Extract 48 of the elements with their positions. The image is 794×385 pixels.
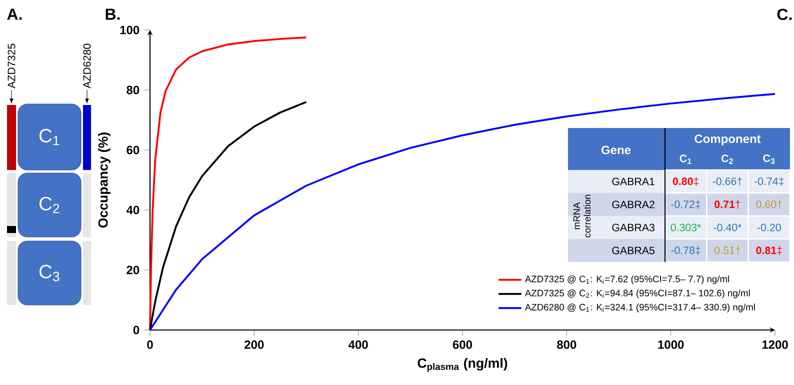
data-label: -0.66† [712, 177, 742, 186]
text: AZD7325 [8, 44, 16, 88]
annotation: Gene [601, 146, 631, 154]
y-tick-label: 100 [120, 26, 140, 34]
x-tick-label: C$_{2}$ [722, 154, 733, 164]
x-tick-label: 400 [348, 340, 368, 349]
y-tick-label: 20 [126, 266, 140, 274]
data-label: -0.72‡ [671, 200, 700, 209]
y-tick-label: 80 [126, 86, 140, 94]
chart-title: B. [106, 8, 120, 20]
data-label: 0.51† [714, 246, 740, 255]
x-tick-label: 600 [452, 340, 472, 349]
y-tick-label: 0 [133, 326, 140, 334]
x-tick-label: C$_{3}$ [763, 154, 775, 164]
data-label: 0.303* [670, 224, 702, 232]
text: A. [7, 8, 22, 20]
y-tick-label: GABRA5 [612, 246, 654, 254]
x-tick-label: 200 [244, 340, 264, 349]
y-axis-title: Occupancy (%) [98, 132, 110, 228]
x-tick-label: 1000 [658, 340, 684, 349]
x-tick-label: 1200 [762, 340, 788, 349]
legend-label: AZD7325 @ C$_{1}$: K$_{i}$=7.62 (95%CI=7.5– 7.7) ng/ml [524, 275, 729, 284]
x-axis-title: C$_{plasma}$ (ng/ml) [418, 358, 508, 372]
data-label: 0.80‡ [672, 177, 698, 186]
y-axis-title: mRNA correlation [573, 194, 591, 238]
legend-label: AZD6280 @ C$_{1}$: K$_{i}$=324.1 (95%CI=317.4– 330.9) ng/ml [524, 304, 755, 312]
text: C$_{2}$ [40, 196, 60, 214]
data-label: -0.78‡ [671, 246, 700, 255]
y-tick-label: GABRA3 [612, 224, 654, 232]
x-tick-label: C$_{1}$ [680, 154, 692, 164]
chart-title: C. [777, 8, 792, 20]
text: AZD6280 [83, 44, 91, 88]
y-tick-label: 60 [126, 146, 140, 154]
data-label: -0.74‡ [754, 177, 784, 186]
data-label: -0.20 [757, 224, 781, 232]
text: C$_{1}$ [40, 128, 60, 146]
data-label: 0.71† [714, 200, 740, 209]
y-tick-label: 40 [126, 206, 140, 214]
y-tick-label: GABRA2 [612, 200, 654, 208]
legend-label: AZD7325 @ C$_{2}$: K$_{i}$=94.84 (95%CI=87.1– 102.6) ng/ml [524, 290, 750, 298]
annotation: Component [694, 134, 761, 146]
data-label: 0.81‡ [756, 246, 782, 255]
x-tick-label: 0 [147, 340, 153, 349]
data-label: 0.60† [756, 200, 782, 209]
data-label: -0.40* [714, 224, 742, 232]
x-tick-label: 800 [557, 340, 576, 349]
y-tick-label: GABRA1 [612, 178, 654, 186]
text: C$_{3}$ [40, 264, 60, 282]
